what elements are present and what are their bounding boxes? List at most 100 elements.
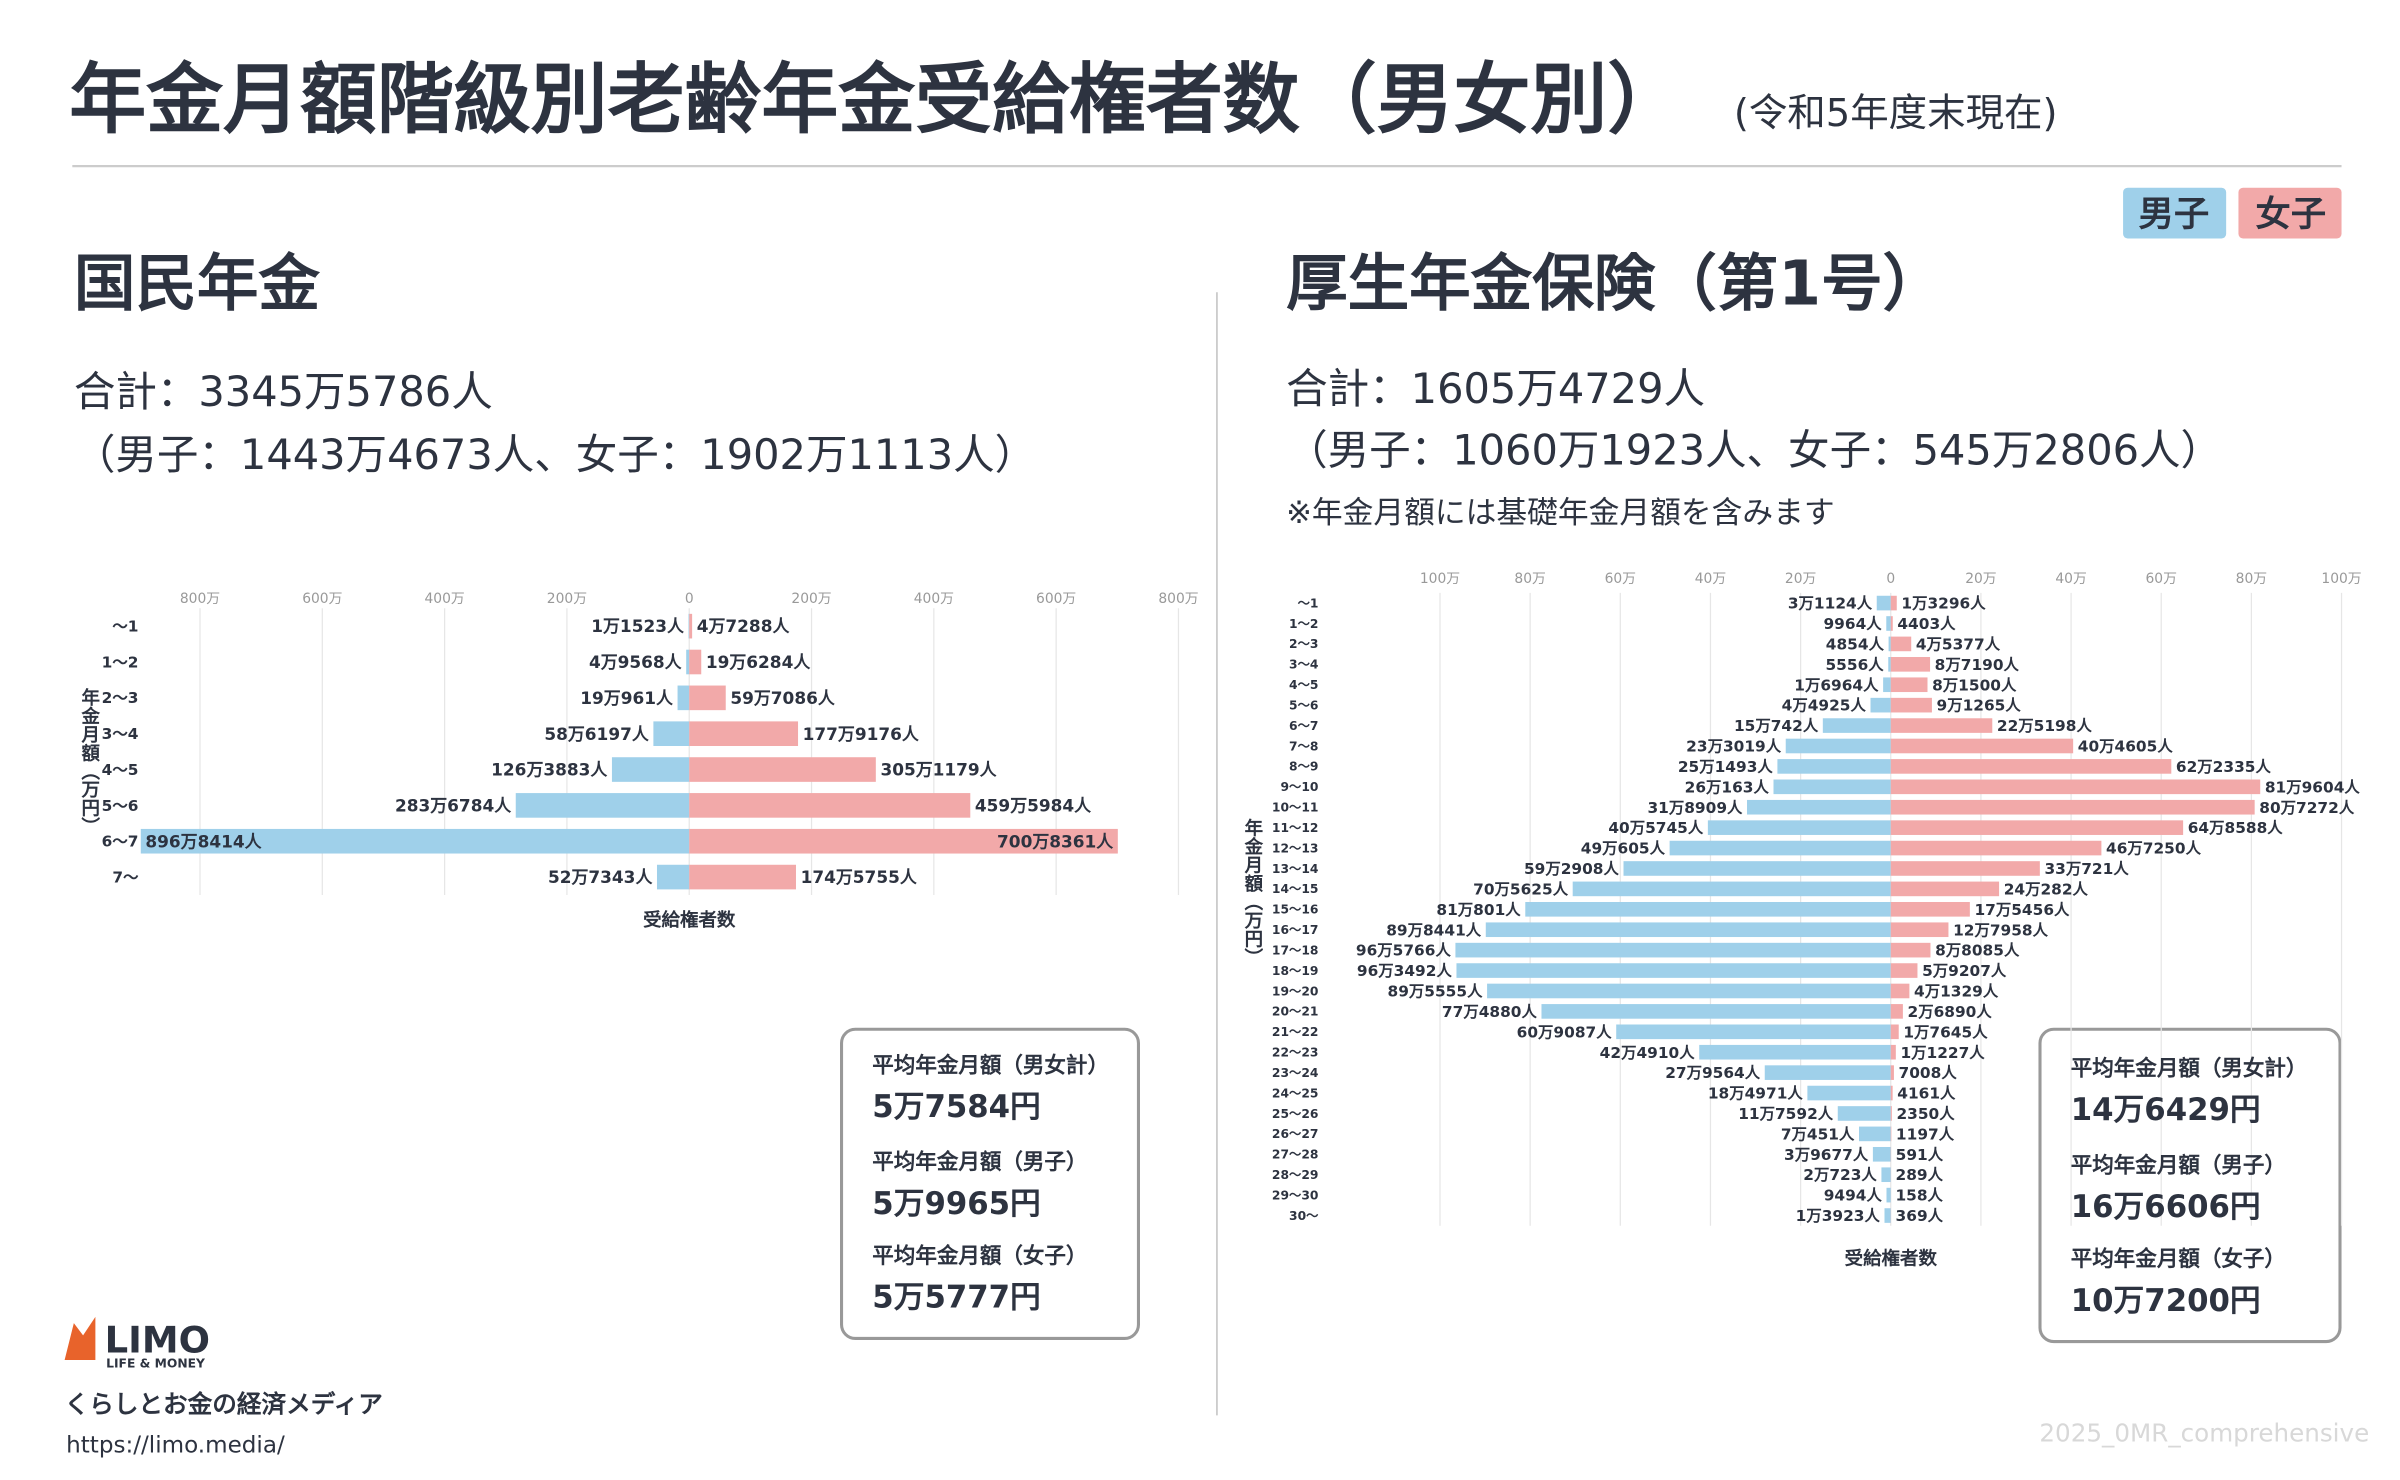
bar	[689, 649, 702, 675]
summary: 合計：3345万5786人	[74, 367, 493, 416]
y-tick-label: 5〜6	[102, 797, 139, 815]
x-tick-label: 60万	[1605, 571, 1636, 587]
url: https://limo.media/	[66, 1432, 285, 1458]
logo-icon	[64, 1316, 96, 1360]
bar	[1785, 738, 1891, 754]
bar	[611, 757, 690, 782]
bar	[1884, 1208, 1891, 1223]
data-label: 8万8085人	[1935, 942, 2020, 960]
data-label: 52万7343人	[548, 867, 652, 887]
data-label: 1万6964人	[1794, 676, 1879, 694]
x-tick-label: 800万	[180, 591, 220, 607]
x-tick-label: 0	[1886, 571, 1895, 587]
bar	[1890, 820, 2184, 835]
y-tick-label: 28〜29	[1272, 1168, 1319, 1182]
y-tick-label: 3〜4	[1289, 658, 1318, 672]
data-label: 289人	[1896, 1166, 1944, 1184]
bar	[1707, 820, 1891, 835]
y-tick-label: 17〜18	[1272, 943, 1319, 957]
bar	[1888, 657, 1891, 672]
chart-title: 国民年金	[74, 248, 321, 320]
bar	[1890, 636, 1912, 652]
data-label: 896万8414人	[145, 831, 261, 851]
data-label: 9万1265人	[1937, 697, 2022, 715]
bar	[1456, 963, 1891, 978]
bar	[1890, 840, 2102, 856]
bar	[1890, 799, 2255, 815]
bar	[1881, 1167, 1891, 1183]
y-tick-label: 14〜15	[1272, 882, 1319, 896]
subtitle: (令和5年度末現在)	[1734, 91, 2058, 136]
y-tick-label: 29〜30	[1272, 1188, 1319, 1202]
average-label: 平均年金月額（男子）	[2071, 1152, 2286, 1178]
data-label: 40万5745人	[1608, 819, 1704, 837]
x-tick-label: 20万	[1965, 571, 1996, 587]
data-label: 24万282人	[2004, 880, 2089, 898]
x-axis-label: 受給権者数	[643, 909, 736, 931]
data-label: 19万961人	[580, 688, 673, 708]
bar	[1669, 840, 1891, 856]
bar	[1886, 616, 1891, 631]
y-tick-label: 〜1	[1298, 596, 1319, 610]
note: ※年金月額には基礎年金月額を含みます	[1286, 495, 1835, 531]
legend-swatch-female	[2238, 187, 2342, 239]
data-label: 26万163人	[1685, 778, 1770, 796]
data-label: 27万9564人	[1665, 1064, 1761, 1082]
y-tick-label: 7〜8	[1289, 739, 1318, 753]
data-label: 8万1500人	[1932, 676, 2017, 694]
data-label: 59万7086人	[730, 688, 834, 708]
x-tick-label: 80万	[1514, 571, 1545, 587]
bar	[1455, 942, 1891, 958]
bar	[1870, 697, 1891, 713]
x-tick-label: 800万	[1158, 591, 1198, 607]
data-label: 1万1227人	[1900, 1044, 1985, 1062]
bar	[1699, 1044, 1891, 1060]
bar	[1837, 1106, 1891, 1121]
data-label: 46万7250人	[2106, 840, 2202, 858]
data-label: 3万1124人	[1788, 595, 1873, 613]
data-label: 700万8361人	[997, 831, 1113, 851]
data-label: 177万9176人	[803, 724, 919, 744]
y-tick-label: 12〜13	[1272, 841, 1319, 855]
y-tick-label: 20〜21	[1272, 1005, 1319, 1019]
average-label: 平均年金月額（女子）	[2071, 1246, 2286, 1272]
data-label: 7万451人	[1781, 1125, 1855, 1143]
y-tick-label: 8〜9	[1289, 760, 1318, 774]
bar	[1890, 881, 2000, 897]
data-label: 4万7288人	[697, 616, 790, 636]
y-tick-label: 1〜2	[102, 653, 139, 671]
data-label: 12万7958人	[1953, 921, 2049, 939]
bar	[1890, 718, 1993, 733]
data-label: 8万7190人	[1935, 656, 2020, 674]
y-tick-label: 22〜23	[1272, 1046, 1319, 1060]
data-label: 19万6284人	[706, 652, 810, 672]
average-value: 5万5777円	[872, 1280, 1040, 1316]
data-label: 31万8909人	[1647, 799, 1743, 817]
data-label: 5556人	[1825, 656, 1884, 674]
bar	[1890, 1004, 1903, 1019]
y-tick-label: 4〜5	[102, 761, 139, 779]
x-tick-label: 40万	[2055, 571, 2086, 587]
data-label: 158人	[1895, 1187, 1943, 1205]
bar	[1890, 861, 2040, 876]
data-label: 22万5198人	[1997, 717, 2093, 735]
bar	[1890, 657, 1931, 672]
legend-female: 女子	[2255, 194, 2326, 235]
y-tick-label: 2〜3	[1289, 637, 1318, 651]
x-tick-label: 400万	[424, 591, 464, 607]
bar	[1572, 881, 1891, 897]
bar	[1890, 1126, 1892, 1142]
data-label: 4161人	[1897, 1085, 1956, 1103]
data-label: 126万3883人	[491, 760, 607, 780]
brand-sub: LIFE & MONEY	[106, 1357, 206, 1371]
y-tick-label: 26〜27	[1272, 1127, 1319, 1141]
data-label: 40万4605人	[2078, 738, 2174, 756]
data-label: 369人	[1896, 1207, 1944, 1225]
data-label: 33万721人	[2044, 860, 2129, 878]
data-label: 3万9677人	[1784, 1146, 1869, 1164]
bar	[1890, 1024, 1899, 1040]
data-label: 23万3019人	[1686, 738, 1782, 756]
data-label: 89万5555人	[1388, 983, 1484, 1001]
data-label: 2万723人	[1803, 1166, 1877, 1184]
